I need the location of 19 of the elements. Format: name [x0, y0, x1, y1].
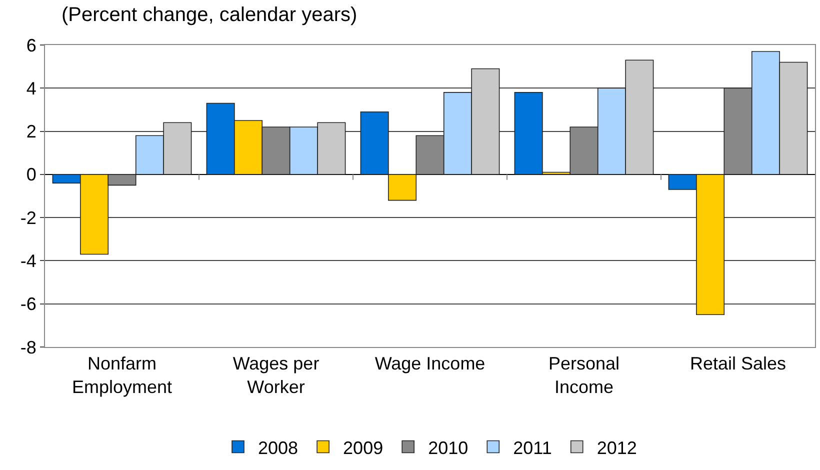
x-tick-label: Wage Income — [374, 354, 486, 374]
x-tick-label: Wages per Worker — [232, 354, 320, 397]
x-tick-label: Nonfarm Employment — [72, 354, 172, 397]
legend-label: 2011 — [513, 438, 552, 458]
y-tick-label: -2 — [20, 208, 36, 228]
x-tick-label: Retail Sales — [690, 354, 786, 374]
legend-label: 2010 — [428, 438, 468, 458]
y-tick-label: 6 — [26, 35, 36, 56]
chart-title: (Percent change, calendar years) — [62, 4, 358, 26]
y-tick-label: 4 — [26, 78, 36, 98]
x-tick-label: Personal Income — [548, 354, 620, 397]
y-tick-label: -6 — [20, 294, 36, 314]
y-tick-label: -8 — [20, 337, 36, 358]
legend-label: 2012 — [596, 438, 637, 458]
y-tick-label: 0 — [26, 164, 36, 185]
legend-label: 2009 — [343, 438, 384, 458]
y-tick-label: 2 — [26, 122, 36, 142]
y-tick-label: -4 — [20, 251, 36, 272]
legend-label: 2008 — [258, 438, 298, 458]
